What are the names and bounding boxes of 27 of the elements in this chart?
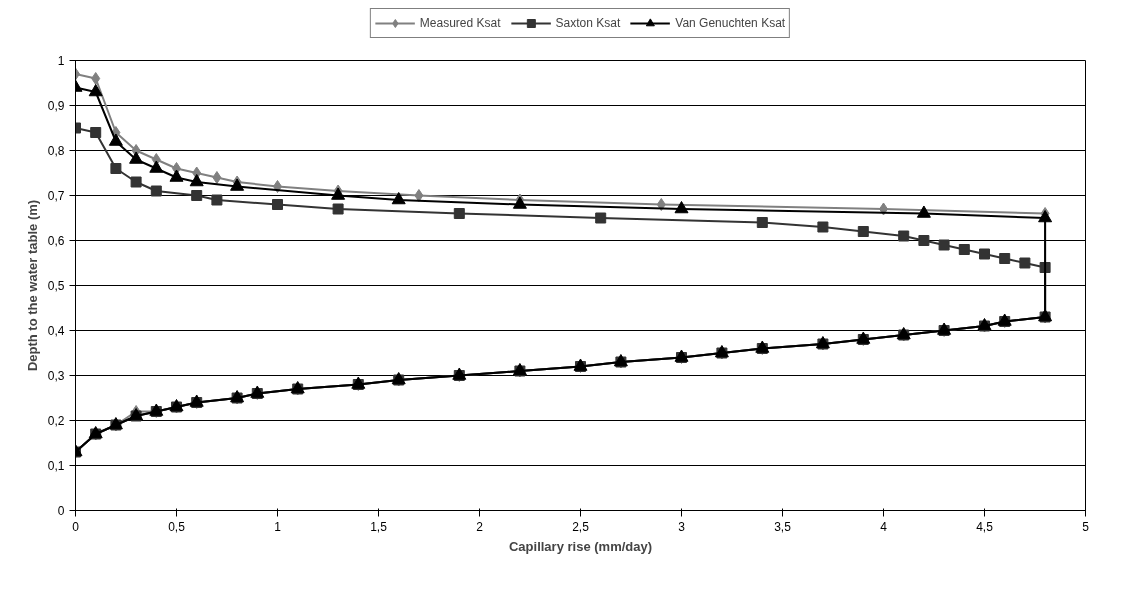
y-tick-label: 0,7 — [47, 189, 65, 203]
x-tick-label: 0 — [72, 519, 80, 534]
y-tick-label: 0,9 — [47, 99, 65, 113]
legend-label: Van Genuchten Ksat — [675, 15, 786, 30]
y-tick-label: 0,3 — [47, 369, 65, 383]
y-tick-label: 0,8 — [47, 144, 65, 158]
x-tick-label: 3,5 — [774, 519, 792, 534]
y-tick-label: 1 — [57, 54, 65, 68]
y-tick-label: 0,4 — [47, 324, 65, 338]
y-axis-title: Depth to the water table (m) — [24, 199, 40, 372]
y-tick-label: 0 — [57, 504, 65, 518]
y-tick-label: 0,5 — [47, 279, 65, 293]
x-tick-label: 2 — [476, 519, 484, 534]
x-tick-label: 4 — [880, 519, 888, 534]
legend-label: Saxton Ksat — [555, 15, 621, 30]
x-tick-label: 1,5 — [370, 519, 388, 534]
x-tick-label: 3 — [678, 519, 686, 534]
x-tick-label: 2,5 — [572, 519, 590, 534]
y-tick-label: 0,6 — [47, 234, 65, 248]
y-tick-label: 0,1 — [47, 459, 65, 473]
x-tick-label: 4,5 — [976, 519, 994, 534]
x-axis-title: Capillary rise (mm/day) — [508, 538, 653, 554]
y-tick-label: 0,2 — [47, 414, 65, 428]
x-tick-label: 1 — [274, 519, 282, 534]
x-tick-label: 5 — [1082, 519, 1090, 534]
x-tick-label: 0,5 — [168, 519, 186, 534]
legend-label: Measured Ksat — [419, 15, 501, 30]
